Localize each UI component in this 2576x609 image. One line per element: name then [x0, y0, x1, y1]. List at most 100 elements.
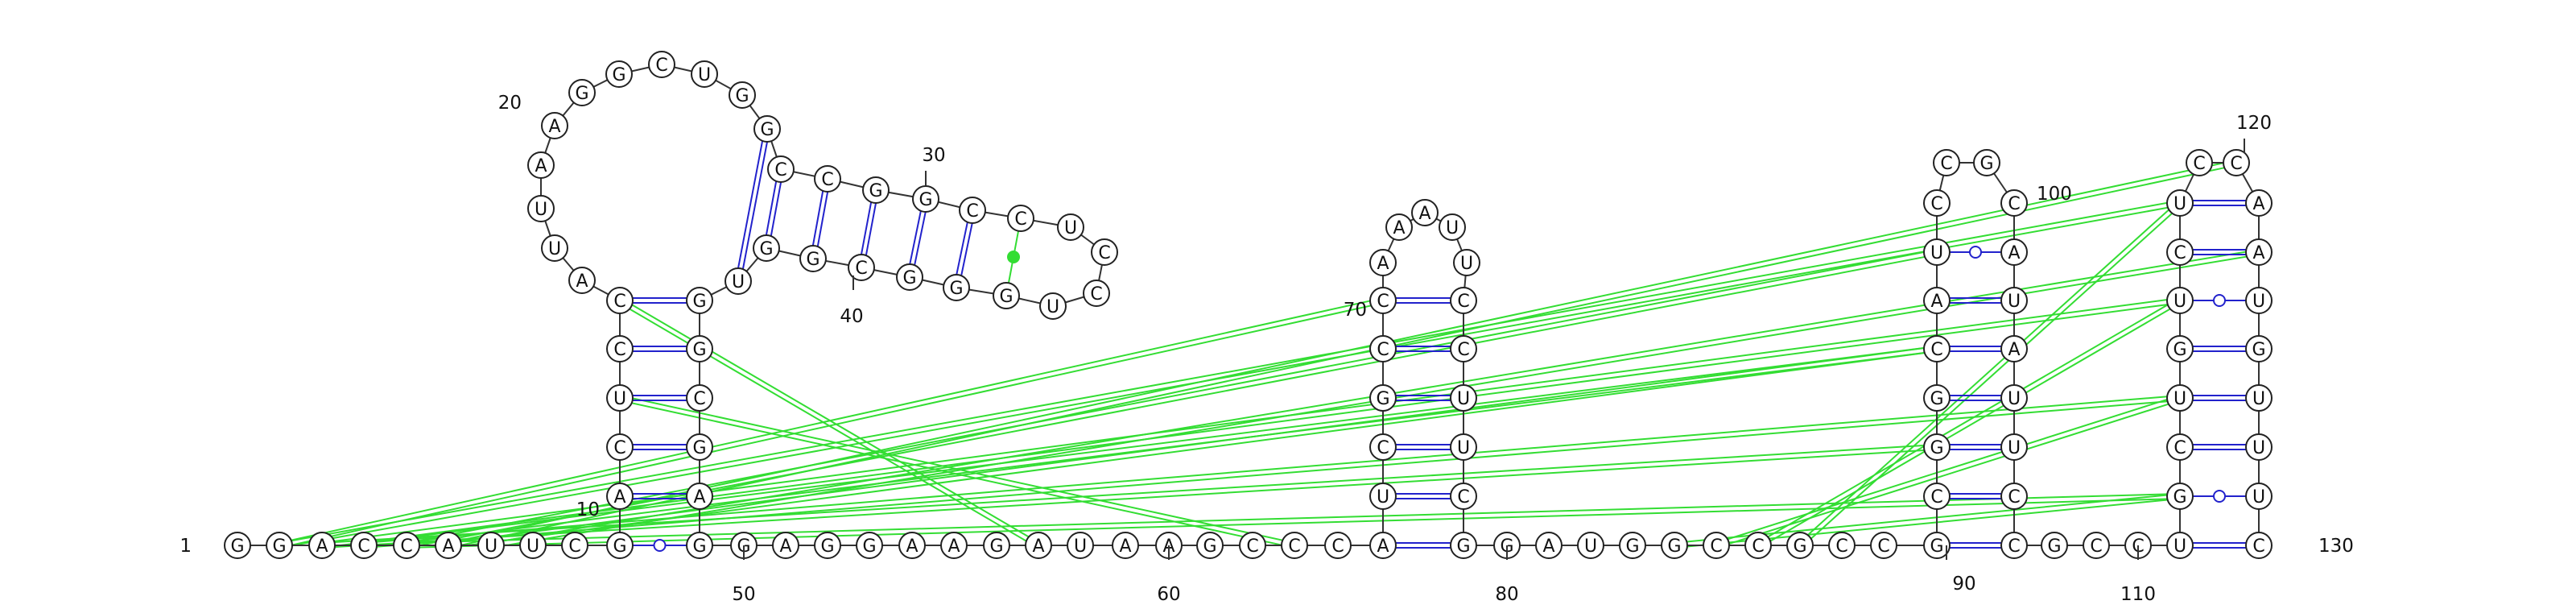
nucleotide: G — [266, 532, 293, 559]
nucleotide: A — [2000, 335, 2028, 362]
nucleotide: U — [1577, 532, 1604, 559]
nucleotide-letter: G — [1667, 536, 1681, 557]
canonical-pair-bond — [956, 222, 968, 275]
nucleotide: C — [1870, 532, 1897, 559]
nucleotide: U — [691, 60, 718, 88]
nucleotide: A — [940, 532, 968, 559]
nucleotide: U — [2166, 287, 2194, 314]
nucleotide-letter: G — [862, 536, 876, 557]
nucleotide: C — [2000, 483, 2028, 510]
nucleotide-letter: G — [692, 438, 706, 458]
nucleotide: A — [1385, 213, 1413, 241]
nucleotide: G — [686, 433, 713, 461]
nucleotide: U — [2000, 433, 2028, 461]
nucleotide: G — [606, 532, 634, 559]
nucleotide-letter: C — [1288, 536, 1300, 557]
nucleotide-letter: A — [1032, 536, 1044, 557]
nucleotide-letter: A — [613, 487, 625, 508]
nucleotide-letter: C — [1246, 536, 1258, 557]
pseudoknot-link — [364, 399, 2181, 549]
nucleotide-letter: U — [2252, 438, 2265, 458]
nucleotide: C — [1281, 532, 1308, 559]
position-label: 20 — [498, 93, 522, 114]
canonical-pair-bond — [865, 203, 877, 256]
nucleotide-letter: C — [821, 170, 833, 190]
nucleotide: C — [1923, 483, 1951, 510]
pseudoknot-link — [1715, 395, 2180, 545]
nucleotide-letter: U — [732, 272, 745, 292]
nucleotide-letter: G — [612, 65, 625, 85]
nucleotide-letter: A — [576, 271, 588, 292]
nucleotide-letter: G — [1203, 536, 1216, 557]
nucleotide-letter: C — [1877, 536, 1889, 557]
nucleotide-letter: A — [2008, 243, 2020, 263]
nucleotide-letter: C — [2008, 487, 2020, 508]
pseudoknot-link — [279, 200, 2180, 545]
nucleotide-letter: U — [1457, 389, 1470, 409]
nucleotide: G — [686, 287, 713, 314]
nucleotide: A — [308, 532, 336, 559]
nucleotide-letter: G — [1625, 536, 1639, 557]
nucleotide-letter: U — [2174, 389, 2186, 409]
nucleotide: U — [1057, 213, 1084, 241]
nucleotide: G — [224, 532, 251, 559]
canonical-pair-bond — [811, 191, 824, 246]
nucleotide-letter: U — [1457, 438, 1470, 458]
nucleotide-letter: A — [1930, 292, 1942, 312]
nucleotide-letter: U — [2008, 389, 2021, 409]
nucleotide-letter: C — [774, 160, 786, 180]
gu-pair-marker — [653, 539, 667, 552]
nucleotide: G — [2166, 335, 2194, 362]
nucleotide-letter: C — [1835, 536, 1847, 557]
nucleotide-letter: A — [947, 536, 960, 557]
nucleotide-letter: C — [400, 536, 412, 557]
nucleotide-letter: C — [1457, 487, 1469, 508]
nucleotide: U — [1369, 483, 1397, 510]
nucleotide-letter: A — [1542, 536, 1554, 557]
nucleotide-letter: A — [535, 156, 547, 176]
nucleotide: C — [1083, 280, 1110, 307]
nucleotide: U — [1453, 249, 1480, 276]
nucleotide-letter: G — [759, 239, 773, 259]
nucleotide: C — [1369, 433, 1397, 461]
nucleotide-letter: A — [316, 536, 328, 557]
position-label: 100 — [2037, 184, 2072, 205]
nucleotide: C — [2166, 238, 2194, 266]
nucleotide-letter: C — [1930, 340, 1942, 360]
pseudoknot-link — [279, 301, 1384, 549]
nucleotide-letter: G — [692, 292, 706, 312]
nucleotide: C — [2000, 189, 2028, 217]
nucleotide-letter: G — [1979, 154, 1993, 174]
position-label: 40 — [840, 306, 863, 327]
pseudoknot-link — [1801, 204, 2182, 548]
nucleotide: U — [477, 532, 505, 559]
position-label: 1 — [180, 536, 192, 557]
nucleotide: C — [648, 51, 675, 78]
nucleotide-letter: C — [1457, 292, 1469, 312]
nucleotide: C — [1369, 287, 1397, 314]
nucleotide-letter: U — [1460, 254, 1473, 274]
nucleotide: C — [2166, 433, 2194, 461]
nucleotide: G — [1661, 532, 1688, 559]
nucleotide-letter: A — [1393, 218, 1405, 238]
nucleotide: U — [2000, 287, 2028, 314]
nucleotide: U — [527, 195, 555, 222]
nucleotide: U — [2166, 532, 2194, 559]
nucleotide: C — [1923, 189, 1951, 217]
nucleotide: G — [753, 234, 780, 262]
nucleotide: A — [2245, 189, 2273, 217]
nucleotide: G — [814, 532, 841, 559]
nucleotide: C — [767, 155, 795, 183]
nucleotide: G — [862, 176, 890, 204]
position-label: 120 — [2236, 113, 2272, 134]
pseudoknot-link — [322, 301, 2181, 549]
nucleotide: U — [2245, 483, 2273, 510]
pseudoknot-link — [279, 204, 2181, 549]
nucleotide-letter: A — [548, 117, 560, 137]
canonical-pair-bond — [914, 212, 927, 266]
nucleotide-letter: C — [1930, 487, 1942, 508]
nucleotide: U — [606, 384, 634, 412]
nucleotide-letter: A — [2008, 340, 2020, 360]
nucleotide: A — [527, 151, 555, 179]
